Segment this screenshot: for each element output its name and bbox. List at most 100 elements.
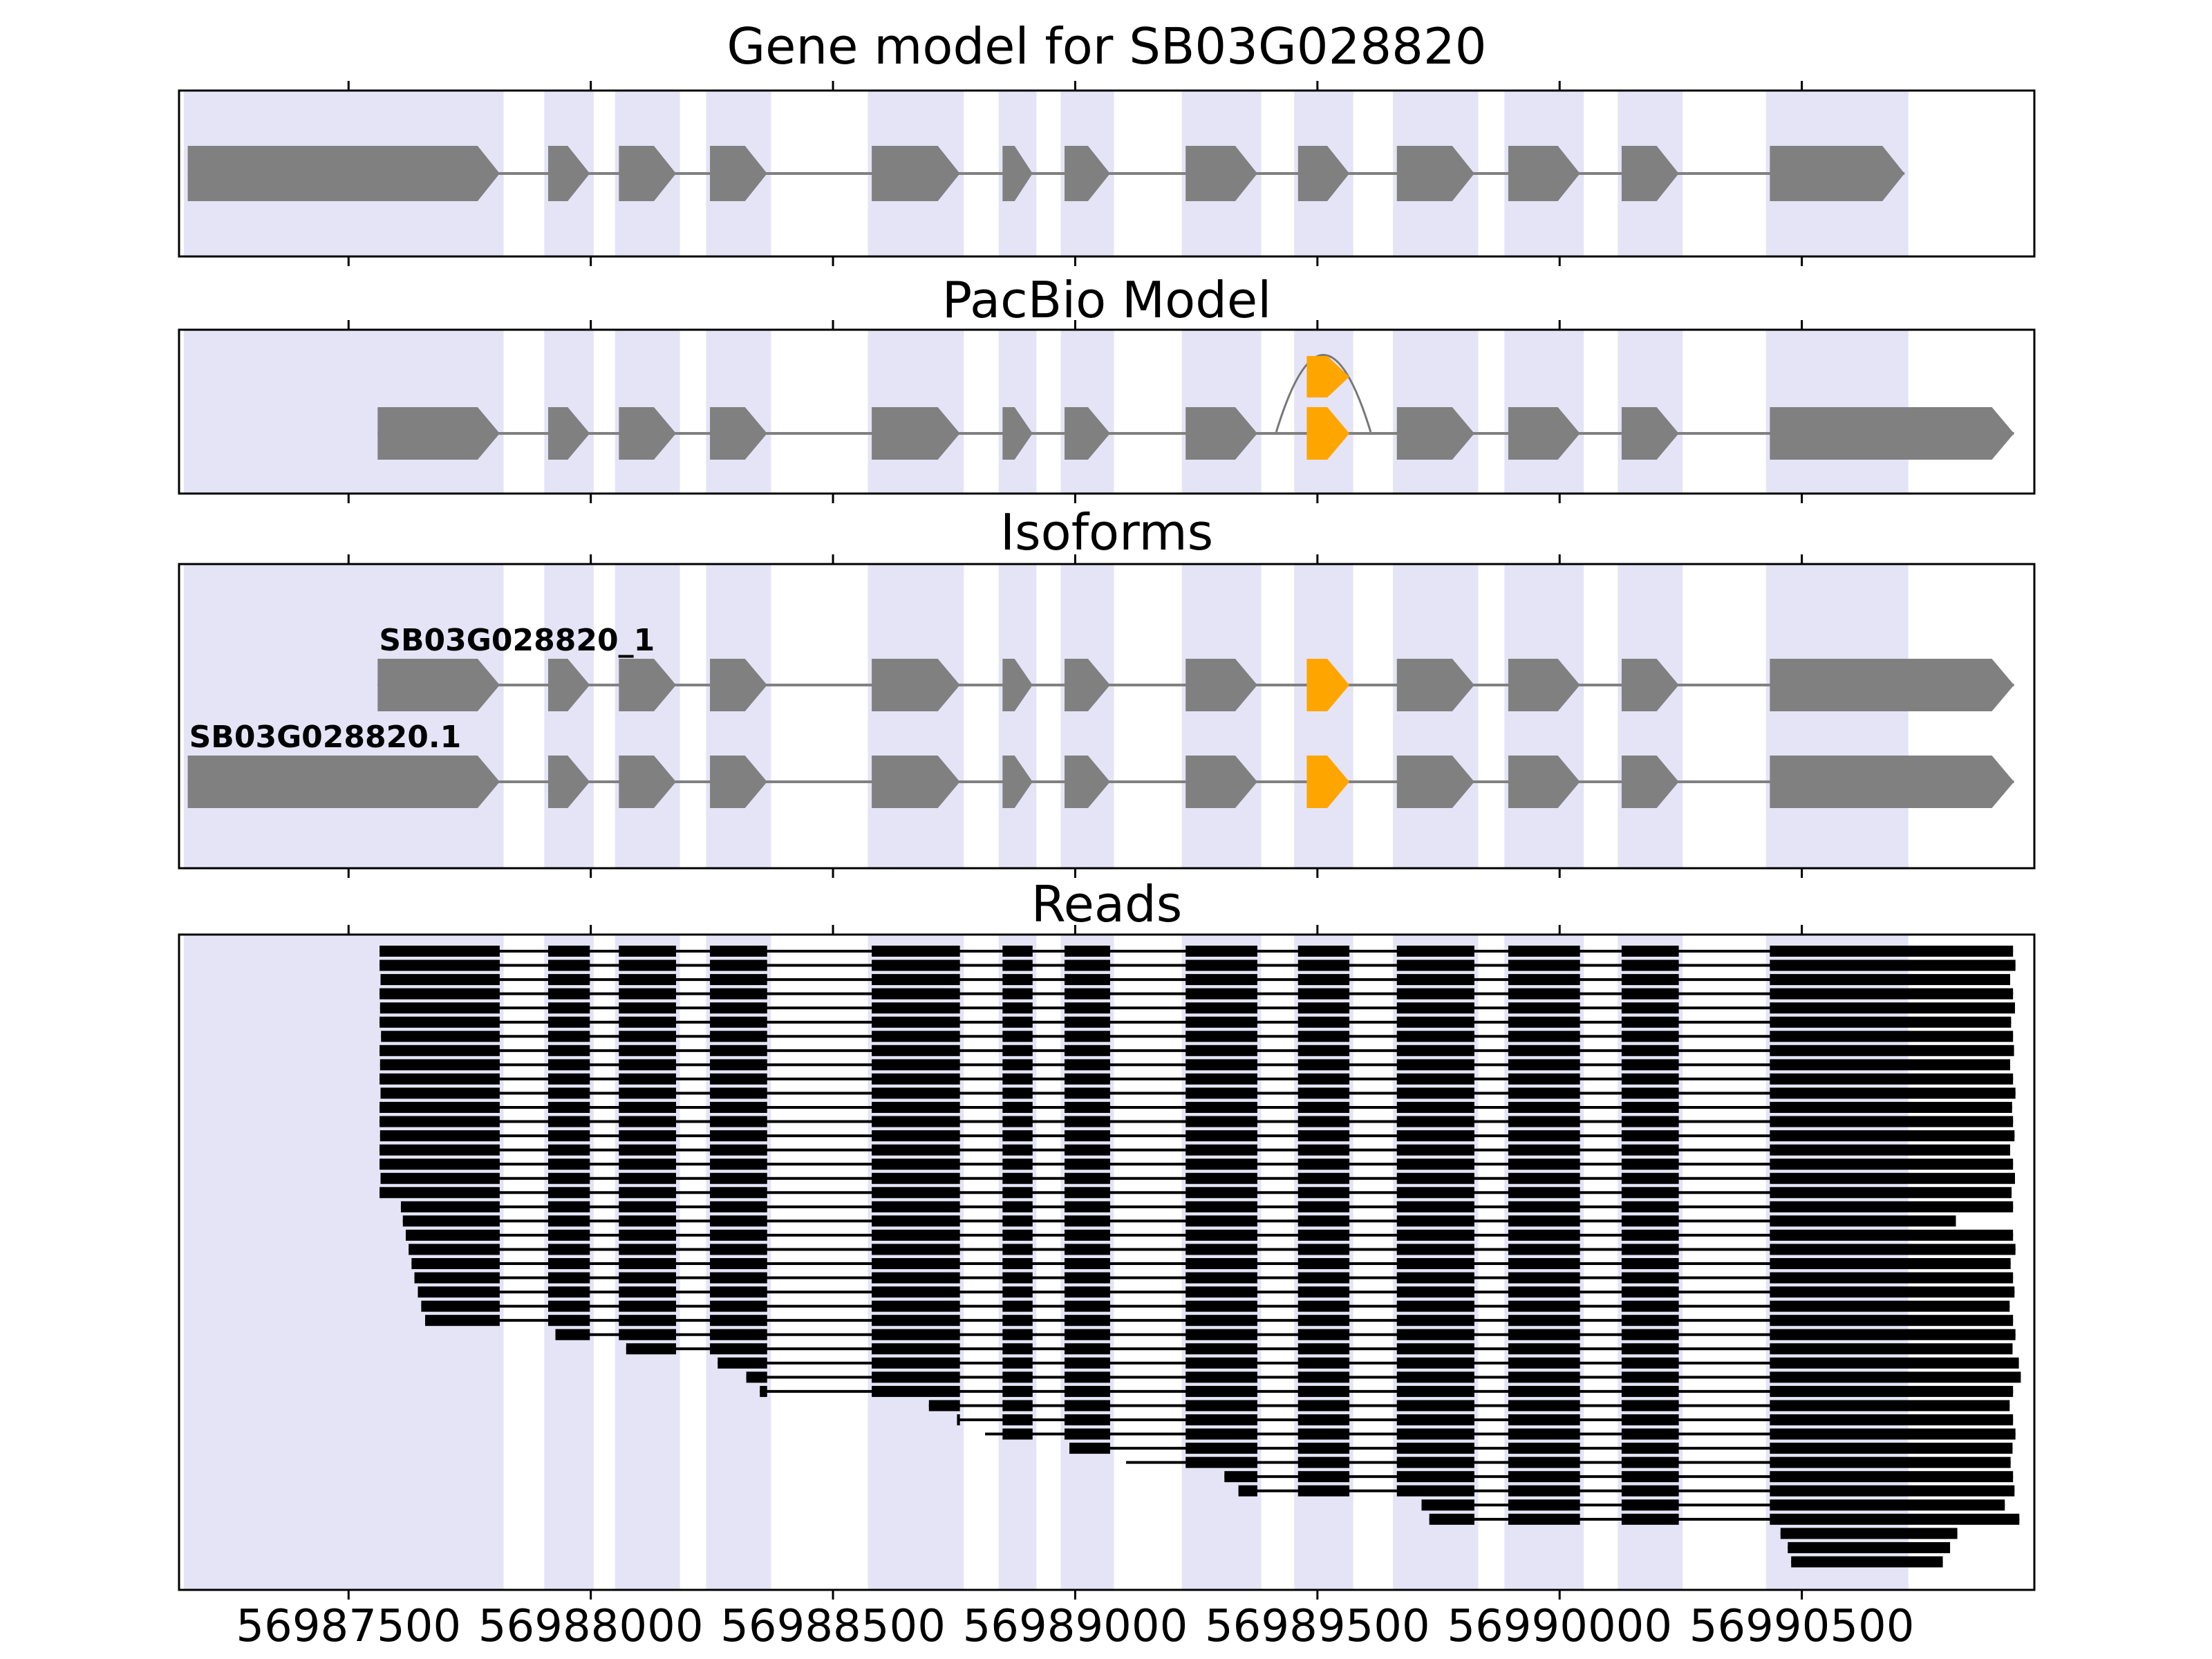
read-exon-block xyxy=(1065,1059,1110,1071)
read-exon-block xyxy=(1396,1187,1474,1199)
read-exon-block xyxy=(619,1073,677,1085)
panel-border xyxy=(178,328,2036,495)
read-exon-block xyxy=(1185,1031,1257,1042)
read-exon-block xyxy=(1297,1428,1350,1440)
read-exon-block xyxy=(710,959,767,971)
read-exon-block xyxy=(1770,1357,2019,1369)
read-exon-block xyxy=(1621,1499,1679,1511)
exon-highlight-band xyxy=(1060,564,1114,868)
read-exon-block xyxy=(1396,1471,1474,1483)
read-exon-block xyxy=(1002,1428,1033,1440)
read-exon-block xyxy=(619,1031,677,1042)
exon-highlight-band xyxy=(1504,564,1584,868)
read-exon-block xyxy=(1508,1286,1580,1298)
read-exon-block xyxy=(872,1272,960,1284)
read-exon-block xyxy=(1065,1187,1110,1199)
read-exon-block xyxy=(1065,1229,1110,1241)
read-exon-block xyxy=(710,1329,767,1340)
read-exon-block xyxy=(1002,959,1033,971)
read-exon-block xyxy=(547,946,590,957)
read-exon-block xyxy=(1297,1357,1350,1369)
read-exon-block xyxy=(1396,1272,1474,1284)
read-exon-block xyxy=(1508,946,1580,957)
read-exon-block xyxy=(1065,1258,1110,1269)
read-exon-block xyxy=(1621,1329,1679,1340)
read-exon-block xyxy=(710,1102,767,1113)
read-exon-block xyxy=(1508,1357,1580,1369)
read-exon-block xyxy=(1297,1471,1350,1483)
read-exon-block xyxy=(1065,1315,1110,1327)
read-exon-block xyxy=(1770,1102,2012,1113)
p3-svg: SB03G028820_1 SB03G028820.1 xyxy=(178,554,2036,878)
read-exon-block xyxy=(710,1258,767,1269)
read-exon-block xyxy=(1002,1144,1033,1156)
read-exon-block xyxy=(1770,1414,2014,1425)
read-exon-block xyxy=(547,1073,590,1085)
read-exon-block xyxy=(1297,1300,1350,1312)
read-exon-block xyxy=(1396,1315,1474,1327)
read-exon-block xyxy=(1508,1031,1580,1042)
read-exon-block xyxy=(379,1016,500,1028)
read-exon-block xyxy=(1185,1187,1257,1199)
read-exon-block xyxy=(1508,959,1580,971)
read-exon-block xyxy=(379,959,500,971)
read-exon-block xyxy=(1508,1102,1580,1113)
exon xyxy=(710,146,767,201)
read-exon-block xyxy=(1224,1471,1257,1483)
exon-highlight-band xyxy=(1294,564,1353,868)
read-exon-block xyxy=(1396,1428,1474,1440)
read-exon-block xyxy=(1065,1130,1110,1142)
read-exon-block xyxy=(1002,1044,1033,1056)
read-exon-block xyxy=(872,1130,960,1142)
read-exon-block xyxy=(1621,1513,1679,1525)
read-exon-block xyxy=(1002,1315,1033,1327)
read-exon-block xyxy=(872,1002,960,1014)
read-exon-block xyxy=(1770,1016,2012,1028)
read-exon-block xyxy=(619,1059,677,1071)
exon xyxy=(1396,407,1474,460)
read-exon-block xyxy=(1508,1258,1580,1269)
read-exon-block xyxy=(619,1229,677,1241)
read-exon-block xyxy=(1508,1229,1580,1241)
read-exon-block xyxy=(1508,1315,1580,1327)
read-exon-block xyxy=(872,1371,960,1383)
read-exon-block xyxy=(1396,1044,1474,1056)
read-exon-block xyxy=(1396,1016,1474,1028)
read-exon-block xyxy=(710,1172,767,1184)
exon xyxy=(547,407,590,460)
p2-svg xyxy=(178,320,2036,503)
novel-exon-raised xyxy=(1306,356,1350,397)
read-exon-block xyxy=(710,1031,767,1042)
read-exon-block xyxy=(1508,1087,1580,1099)
read-exon-block xyxy=(1621,1286,1679,1298)
read-exon-block xyxy=(872,1087,960,1099)
read-exon-block xyxy=(1297,1400,1350,1412)
read-exon-block xyxy=(1065,1357,1110,1369)
read-exon-block xyxy=(1508,1443,1580,1454)
read-exon-block xyxy=(1508,1044,1580,1056)
read-exon-block xyxy=(418,1286,500,1298)
read-exon-block xyxy=(1185,988,1257,1000)
read-exon-block xyxy=(619,1044,677,1056)
read-exon-block xyxy=(379,1044,500,1056)
read-exon-block xyxy=(1508,1343,1580,1355)
read-exon-block xyxy=(547,1315,590,1327)
exon xyxy=(1508,407,1580,460)
exon-highlight-band xyxy=(1618,564,1683,868)
exon xyxy=(1508,659,1580,711)
read-exon-block xyxy=(1297,1044,1350,1056)
read-exon-block xyxy=(710,1059,767,1071)
read-exon-block xyxy=(718,1357,767,1369)
read-exon-block xyxy=(1297,988,1350,1000)
read-exon-block xyxy=(402,1215,500,1227)
read-exon-block xyxy=(1508,988,1580,1000)
read-exon-block xyxy=(547,1172,590,1184)
read-exon-block xyxy=(555,1329,590,1340)
read-exon-block xyxy=(1508,1159,1580,1170)
read-exon-block xyxy=(1185,1002,1257,1014)
read-exon-block xyxy=(872,1286,960,1298)
read-exon-block xyxy=(1065,1286,1110,1298)
read-exon-block xyxy=(1002,1102,1033,1113)
read-exon-block xyxy=(1238,1485,1257,1497)
read-exon-block xyxy=(1002,1002,1033,1014)
